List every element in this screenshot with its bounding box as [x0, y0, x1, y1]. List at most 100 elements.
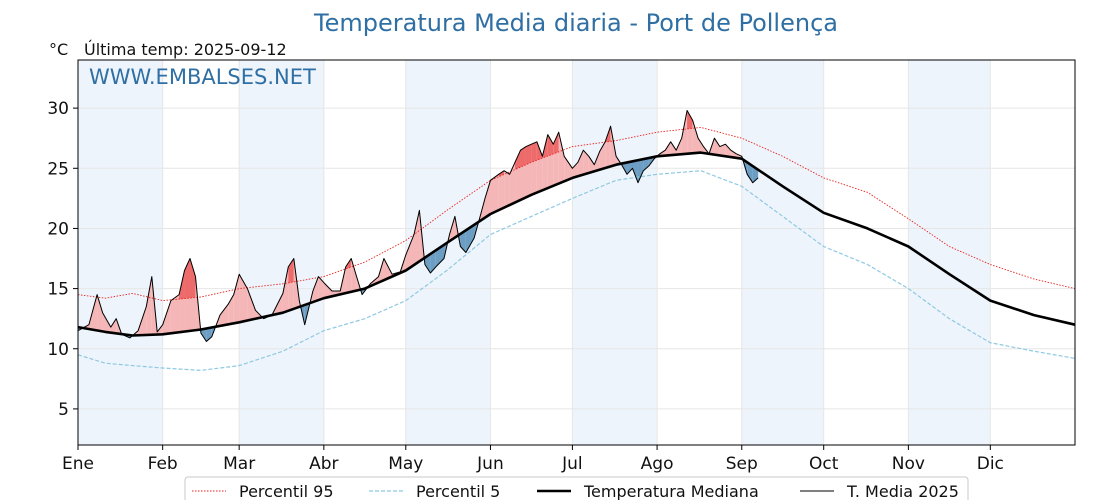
above-median-fill: [146, 276, 152, 335]
legend-label: Percentil 95: [239, 482, 334, 500]
above-median-fill: [719, 144, 726, 157]
chart-title: Temperatura Media diaria - Port de Polle…: [313, 9, 838, 37]
legend-label: Temperatura Mediana: [583, 482, 759, 500]
above-median-fill: [490, 174, 499, 214]
above-median-fill: [110, 318, 117, 334]
above-median-fill: [170, 294, 180, 334]
below-median-fill: [430, 250, 436, 273]
legend-label: Percentil 5: [416, 482, 500, 500]
last-temp-label: Última temp: 2025-09-12: [84, 40, 287, 59]
above-median-fill: [413, 210, 420, 266]
above-median-fill: [564, 156, 573, 182]
x-tick-label: Ago: [641, 454, 674, 474]
above-median-fill: [725, 144, 731, 158]
above-p95-fill: [525, 144, 532, 165]
above-median-fill: [583, 150, 589, 175]
x-tick-label: Jul: [561, 454, 583, 474]
y-axis-ticks: 5 10 15 20 25 30: [47, 99, 78, 420]
x-tick-label: Oct: [809, 454, 839, 474]
series-line-temperatura-mediana: [77, 151, 1076, 337]
below-median-fill: [206, 327, 212, 342]
above-p95-fill: [687, 110, 693, 129]
x-tick-label: Sep: [726, 454, 758, 474]
below-median-fill: [460, 230, 466, 253]
above-median-fill: [220, 304, 229, 326]
above-median-fill: [594, 151, 600, 172]
above-median-fill: [239, 274, 248, 323]
above-median-fill: [498, 170, 505, 211]
above-median-fill: [233, 274, 240, 324]
above-median-fill: [558, 132, 565, 184]
legend: Percentil 95 Percentil 5 Temperatura Media…: [184, 476, 969, 500]
below-median-fill: [465, 224, 475, 253]
above-median-fill: [97, 294, 103, 332]
month-band-jul: [572, 60, 658, 445]
above-median-fill: [670, 141, 677, 156]
x-tick-label: May: [388, 454, 423, 474]
above-p95-fill: [515, 150, 521, 170]
above-p95-fill: [553, 132, 559, 154]
month-band-nov: [908, 60, 991, 445]
month-band-ene: [78, 60, 163, 445]
above-p95-fill: [531, 141, 537, 163]
x-tick-label: Nov: [892, 454, 925, 474]
x-tick-label: Jun: [476, 454, 504, 474]
above-median-fill: [572, 162, 578, 178]
x-tick-label: Abr: [309, 454, 338, 474]
above-median-fill: [449, 216, 455, 242]
plot-frame: [77, 59, 1076, 446]
below-median-fill: [200, 328, 207, 342]
below-median-fill: [627, 161, 633, 175]
below-median-fill: [747, 162, 753, 183]
y-unit-label: °C: [49, 40, 68, 59]
month-bands: [78, 60, 991, 445]
above-median-fill: [599, 141, 606, 170]
y-tick-label: 30: [47, 99, 69, 119]
above-median-fill: [405, 234, 414, 271]
above-median-fill: [504, 170, 510, 208]
y-tick-label: 20: [47, 219, 69, 239]
above-median-fill: [588, 156, 595, 173]
series-line-percentil-5: [77, 170, 1076, 371]
above-median-fill: [509, 162, 516, 206]
month-band-sep: [741, 60, 824, 445]
x-tick-label: Mar: [223, 454, 255, 474]
y-tick-label: 10: [47, 340, 69, 360]
above-median-fill: [102, 312, 111, 333]
above-median-fill: [577, 150, 584, 177]
x-tick-label: Dic: [977, 454, 1004, 474]
series-lines: [77, 110, 1076, 371]
below-median-fill: [637, 159, 644, 183]
above-median-fill: [282, 266, 289, 313]
above-median-fill: [383, 258, 393, 281]
above-median-fill: [323, 282, 333, 299]
legend-label: T. Media 2025: [846, 482, 959, 500]
above-median-fill: [162, 300, 171, 335]
y-tick-label: 5: [58, 400, 69, 420]
above-median-fill: [318, 276, 324, 301]
above-median-fill: [247, 288, 256, 321]
watermark-text: WWW.EMBALSES.NET: [89, 65, 316, 89]
above-p95-fill: [547, 134, 554, 157]
above-p95-fill: [520, 146, 526, 168]
above-p95-fill: [288, 258, 294, 283]
y-tick-label: 15: [47, 280, 69, 300]
above-median-fill: [484, 180, 491, 218]
below-median-fill: [643, 157, 649, 171]
x-axis-ticks: Ene Feb Mar Abr May Jun Jul Ago Sep Oct Nov Dic: [62, 445, 1004, 474]
series-line-t-media-2025: [77, 110, 759, 342]
x-tick-label: Ene: [62, 454, 94, 474]
below-median-fill: [424, 253, 431, 273]
above-median-fill: [312, 276, 319, 303]
above-p95-fill: [189, 258, 196, 299]
y-tick-label: 25: [47, 159, 69, 179]
above-median-fill: [730, 150, 737, 158]
x-tick-label: Feb: [148, 454, 178, 474]
above-median-fill: [665, 141, 671, 156]
month-band-mar: [239, 60, 324, 445]
above-median-fill: [681, 110, 688, 155]
above-median-fill: [714, 138, 720, 156]
above-median-fill: [698, 138, 704, 154]
legend-box: [184, 476, 969, 500]
